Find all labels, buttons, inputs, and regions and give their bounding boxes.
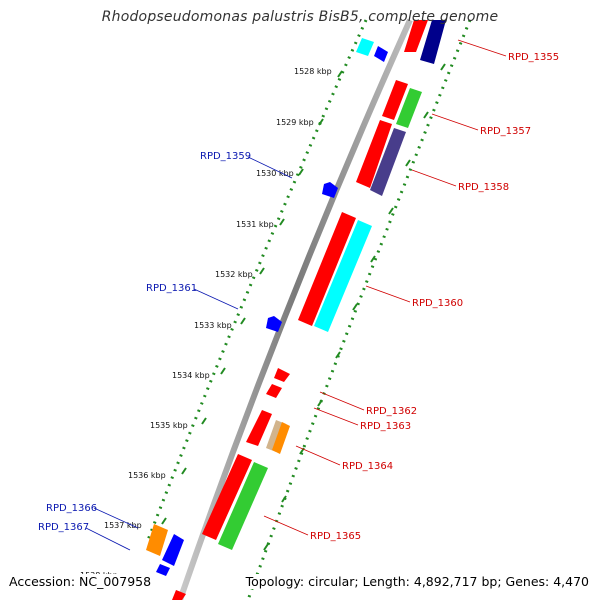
- gene-label-rpd-1362[interactable]: RPD_1362: [366, 406, 417, 417]
- gene-rpd-1366[interactable]: [146, 524, 168, 556]
- gene-rpd-1358a[interactable]: [356, 120, 392, 188]
- gene-rpd-1362[interactable]: [274, 368, 290, 382]
- gene-label-rpd-1363[interactable]: RPD_1363: [360, 421, 411, 432]
- gene-labels: RPD_1355 RPD_1357 RPD_1358 RPD_1360 RPD_…: [38, 52, 559, 542]
- gene-rpd-1364b[interactable]: [272, 422, 290, 454]
- tick-label: 1535 kbp: [150, 421, 188, 430]
- outer-dotted-ring: [246, 19, 472, 600]
- gene-rpd-1368[interactable]: [172, 590, 186, 600]
- tick-label: 1537 kbp: [104, 521, 142, 530]
- tick-label: 1528 kbp: [294, 67, 332, 76]
- gene-rpd-1361[interactable]: [266, 316, 282, 332]
- gene-label-rpd-1365[interactable]: RPD_1365: [310, 531, 361, 542]
- forward-genes: [172, 20, 446, 600]
- gene-rpd-1360[interactable]: [314, 220, 372, 332]
- gene-rpd-1365a[interactable]: [202, 454, 252, 540]
- gene-rpd-1365[interactable]: [218, 462, 268, 550]
- gene-blue-small-top[interactable]: [374, 46, 388, 62]
- gene-label-rpd-1355[interactable]: RPD_1355: [508, 52, 559, 63]
- gene-label-rpd-1366[interactable]: RPD_1366: [46, 503, 97, 514]
- tick-label: 1532 kbp: [215, 270, 253, 279]
- gene-label-rpd-1364[interactable]: RPD_1364: [342, 461, 393, 472]
- tick-marks: [161, 70, 343, 525]
- gene-label-rpd-1357[interactable]: RPD_1357: [480, 126, 531, 137]
- accession-text: Accession: NC_007958: [7, 574, 154, 589]
- tick-label: 1534 kbp: [172, 371, 210, 380]
- outer-tick-marks: [263, 63, 446, 551]
- tick-label: 1531 kbp: [236, 220, 274, 229]
- reverse-genes: [146, 38, 388, 576]
- tick-label: 1530 kbp: [256, 169, 294, 178]
- topology-text: Topology: circular; Length: 4,892,717 bp…: [243, 574, 591, 589]
- gene-rpd-1364a[interactable]: [246, 410, 272, 446]
- gene-rpd-1360a[interactable]: [298, 212, 356, 326]
- gene-rpd-1358[interactable]: [370, 128, 406, 196]
- gene-label-rpd-1358[interactable]: RPD_1358: [458, 182, 509, 193]
- tick-label: 1533 kbp: [194, 321, 232, 330]
- gene-label-rpd-1361[interactable]: RPD_1361: [146, 283, 197, 294]
- genome-backbone: [177, 18, 413, 600]
- gene-label-rpd-1360[interactable]: RPD_1360: [412, 298, 463, 309]
- gene-rpd-1357[interactable]: [396, 88, 422, 128]
- gene-rpd-1367[interactable]: [162, 534, 184, 566]
- tick-labels: 1528 kbp 1529 kbp 1530 kbp 1531 kbp 1532…: [80, 67, 332, 580]
- gene-rpd-1363[interactable]: [266, 384, 282, 398]
- tick-label: 1529 kbp: [276, 118, 314, 127]
- gene-rpd-1356[interactable]: [382, 80, 408, 120]
- tick-label: 1536 kbp: [128, 471, 166, 480]
- page-title: Rhodopseudomonas palustris BisB5, comple…: [101, 9, 499, 25]
- gene-rpd-1367b[interactable]: [156, 564, 170, 576]
- label-connectors: [85, 39, 507, 551]
- gene-label-rpd-1359[interactable]: RPD_1359: [200, 151, 251, 162]
- gene-cyan-small[interactable]: [356, 38, 374, 56]
- gene-label-rpd-1367[interactable]: RPD_1367: [38, 522, 89, 533]
- gene-rpd-1355[interactable]: [404, 20, 428, 52]
- gene-rpd-1355b[interactable]: [420, 20, 446, 64]
- gene-rpd-1359[interactable]: [322, 182, 338, 198]
